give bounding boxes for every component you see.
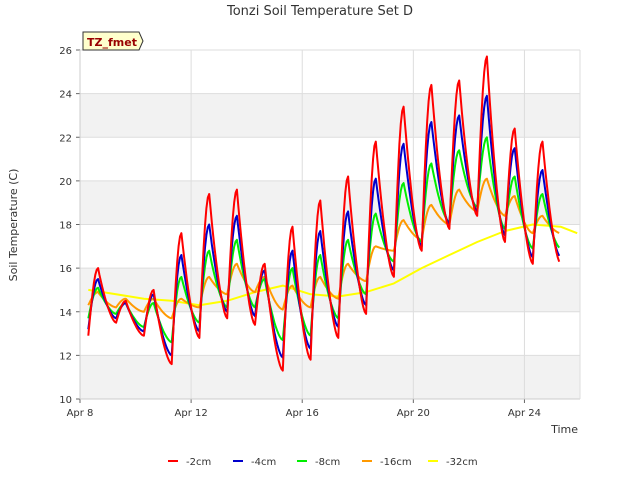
legend-label: -4cm: [251, 457, 276, 468]
y-tick-label: 24: [59, 90, 72, 101]
legend-label: -2cm: [186, 457, 211, 468]
series-line-m2cm: [87, 55, 561, 372]
series-lines: [87, 55, 578, 372]
x-tick-label: Apr 12: [175, 408, 208, 419]
y-tick-label: 22: [59, 133, 72, 144]
y-tick-label: 26: [59, 46, 72, 57]
y-tick-label: 10: [59, 395, 72, 406]
x-tick-label: Apr 24: [508, 408, 541, 419]
y-axis-label: Soil Temperature (C): [7, 169, 20, 282]
legend-label: -32cm: [446, 457, 478, 468]
y-tick-label: 14: [59, 308, 72, 319]
plot-band: [80, 355, 580, 399]
y-tick-label: 18: [59, 221, 72, 232]
badge-box: [82, 31, 144, 51]
y-tick-label: 12: [59, 351, 72, 362]
x-axis-label: Time: [550, 423, 578, 436]
axes: 10 12 14 16 18 20 22 24 26 Apr 8 Apr 12 Apr 16 Apr 2…: [59, 46, 581, 419]
series-line-m8cm: [87, 136, 560, 344]
badge-label: TZ_fmet: [87, 36, 137, 49]
legend-label: -8cm: [315, 457, 340, 468]
y-tick-label: 16: [59, 264, 72, 275]
legend: -2cm -4cm -8cm -16cm -32cm: [168, 457, 478, 468]
chart-title: Tonzi Soil Temperature Set D: [226, 4, 413, 19]
x-tick-label: Apr 16: [286, 408, 319, 419]
badge: TZ_fmet: [82, 31, 144, 51]
y-tick-label: 20: [59, 177, 72, 188]
x-tick-label: Apr 20: [397, 408, 430, 419]
legend-label: -16cm: [380, 457, 412, 468]
plot-band: [80, 93, 580, 138]
x-tick-label: Apr 8: [67, 408, 94, 419]
plot-band: [80, 180, 580, 225]
plot-bands: [80, 93, 580, 399]
series-line-m16cm: [87, 177, 560, 320]
